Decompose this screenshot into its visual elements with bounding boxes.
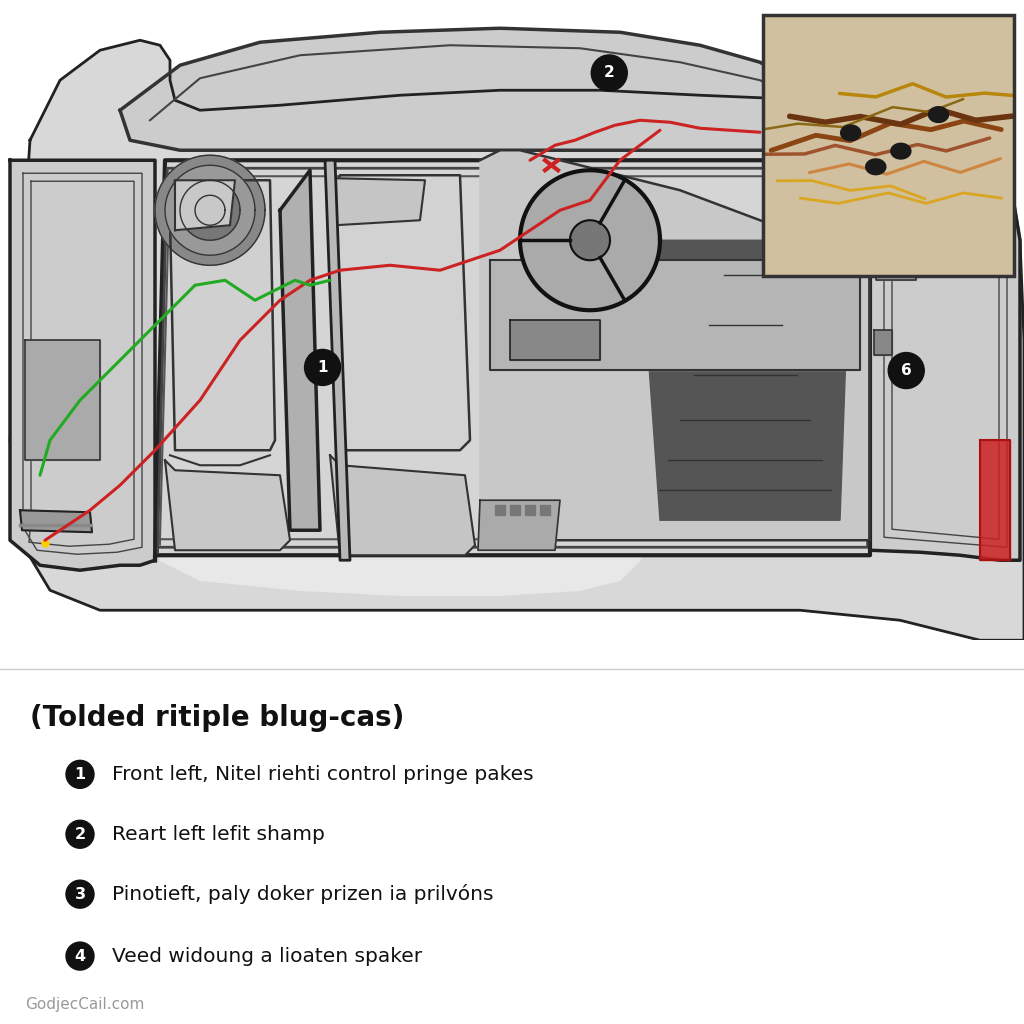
Polygon shape xyxy=(640,241,850,520)
Polygon shape xyxy=(20,510,92,532)
Polygon shape xyxy=(865,159,886,175)
Text: (Tolded ritiple blug-cas): (Tolded ritiple blug-cas) xyxy=(30,705,404,732)
Polygon shape xyxy=(525,505,535,515)
Polygon shape xyxy=(325,160,350,560)
Polygon shape xyxy=(120,29,820,151)
Text: Pinotieft, paly doker prizen ia prilvóns: Pinotieft, paly doker prizen ia prilvóns xyxy=(112,884,494,904)
Polygon shape xyxy=(165,460,290,550)
Polygon shape xyxy=(165,165,255,255)
Polygon shape xyxy=(10,40,1024,640)
Polygon shape xyxy=(490,260,860,371)
Polygon shape xyxy=(160,460,640,595)
Polygon shape xyxy=(25,340,100,460)
Polygon shape xyxy=(155,156,265,265)
Polygon shape xyxy=(980,440,1010,560)
Polygon shape xyxy=(891,143,911,159)
Polygon shape xyxy=(495,505,505,515)
Polygon shape xyxy=(478,501,560,550)
Polygon shape xyxy=(480,151,870,541)
Polygon shape xyxy=(180,180,240,241)
Polygon shape xyxy=(876,220,916,281)
Text: GodjecCail.com: GodjecCail.com xyxy=(25,997,144,1012)
Polygon shape xyxy=(280,170,319,530)
Text: 6: 6 xyxy=(901,364,911,378)
Polygon shape xyxy=(870,140,1020,560)
Text: 3: 3 xyxy=(75,887,86,902)
Polygon shape xyxy=(10,160,155,570)
Circle shape xyxy=(591,55,628,91)
Circle shape xyxy=(66,881,94,908)
Polygon shape xyxy=(330,456,475,555)
Polygon shape xyxy=(155,160,870,555)
Polygon shape xyxy=(510,321,600,360)
Text: 4: 4 xyxy=(75,948,86,964)
Text: 2: 2 xyxy=(75,826,86,842)
Circle shape xyxy=(66,942,94,970)
Polygon shape xyxy=(929,106,948,123)
Text: Veed widoung a lioaten spaker: Veed widoung a lioaten spaker xyxy=(112,946,422,966)
Circle shape xyxy=(304,349,341,385)
Text: 1: 1 xyxy=(317,360,328,375)
Polygon shape xyxy=(874,330,892,355)
Text: 1: 1 xyxy=(75,767,86,782)
Text: Front left, Nitel riehti control pringe pakes: Front left, Nitel riehti control pringe … xyxy=(112,765,534,783)
Polygon shape xyxy=(763,15,1014,276)
Polygon shape xyxy=(335,178,425,225)
Text: Reart left lefit shamp: Reart left lefit shamp xyxy=(112,824,325,844)
Text: 2: 2 xyxy=(604,66,614,81)
Circle shape xyxy=(888,352,925,388)
Polygon shape xyxy=(510,505,520,515)
Circle shape xyxy=(66,820,94,848)
Polygon shape xyxy=(520,170,660,310)
Polygon shape xyxy=(570,220,610,260)
Polygon shape xyxy=(175,180,234,230)
Polygon shape xyxy=(841,125,861,140)
Circle shape xyxy=(66,761,94,788)
Polygon shape xyxy=(195,196,225,225)
Polygon shape xyxy=(540,505,550,515)
Polygon shape xyxy=(170,180,275,451)
Polygon shape xyxy=(330,175,470,451)
